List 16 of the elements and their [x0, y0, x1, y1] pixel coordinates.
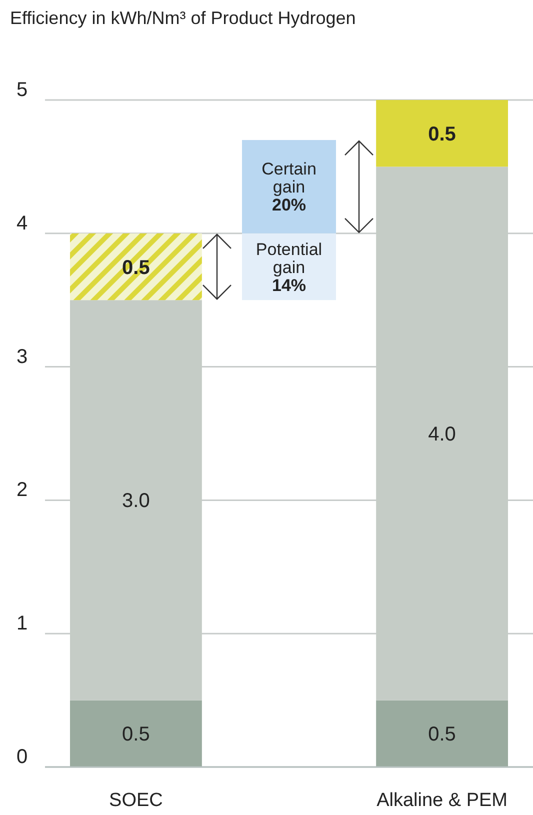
data-label: 0.5	[428, 724, 456, 746]
y-tick-label: 2	[16, 479, 28, 502]
chart-title: Efficiency in kWh/Nm³ of Product Hydrogen	[10, 8, 356, 28]
data-label: 4.0	[428, 424, 456, 446]
annotation: Certain gain 20%	[262, 160, 316, 215]
y-tick-label: 5	[16, 79, 28, 101]
y-tick-label: 3	[16, 346, 28, 368]
data-label: 3.0	[122, 490, 150, 512]
data-label: 0.5	[122, 724, 150, 746]
y-tick-label: 4	[16, 212, 28, 234]
y-tick-label: 1	[16, 612, 28, 635]
data-label: 0.5	[428, 123, 456, 146]
y-tick-label: 0	[16, 746, 28, 768]
x-tick-label: Alkaline & PEM	[376, 790, 508, 811]
annotation: Potential gain 14%	[256, 240, 322, 295]
x-tick-label: SOEC	[109, 790, 163, 811]
